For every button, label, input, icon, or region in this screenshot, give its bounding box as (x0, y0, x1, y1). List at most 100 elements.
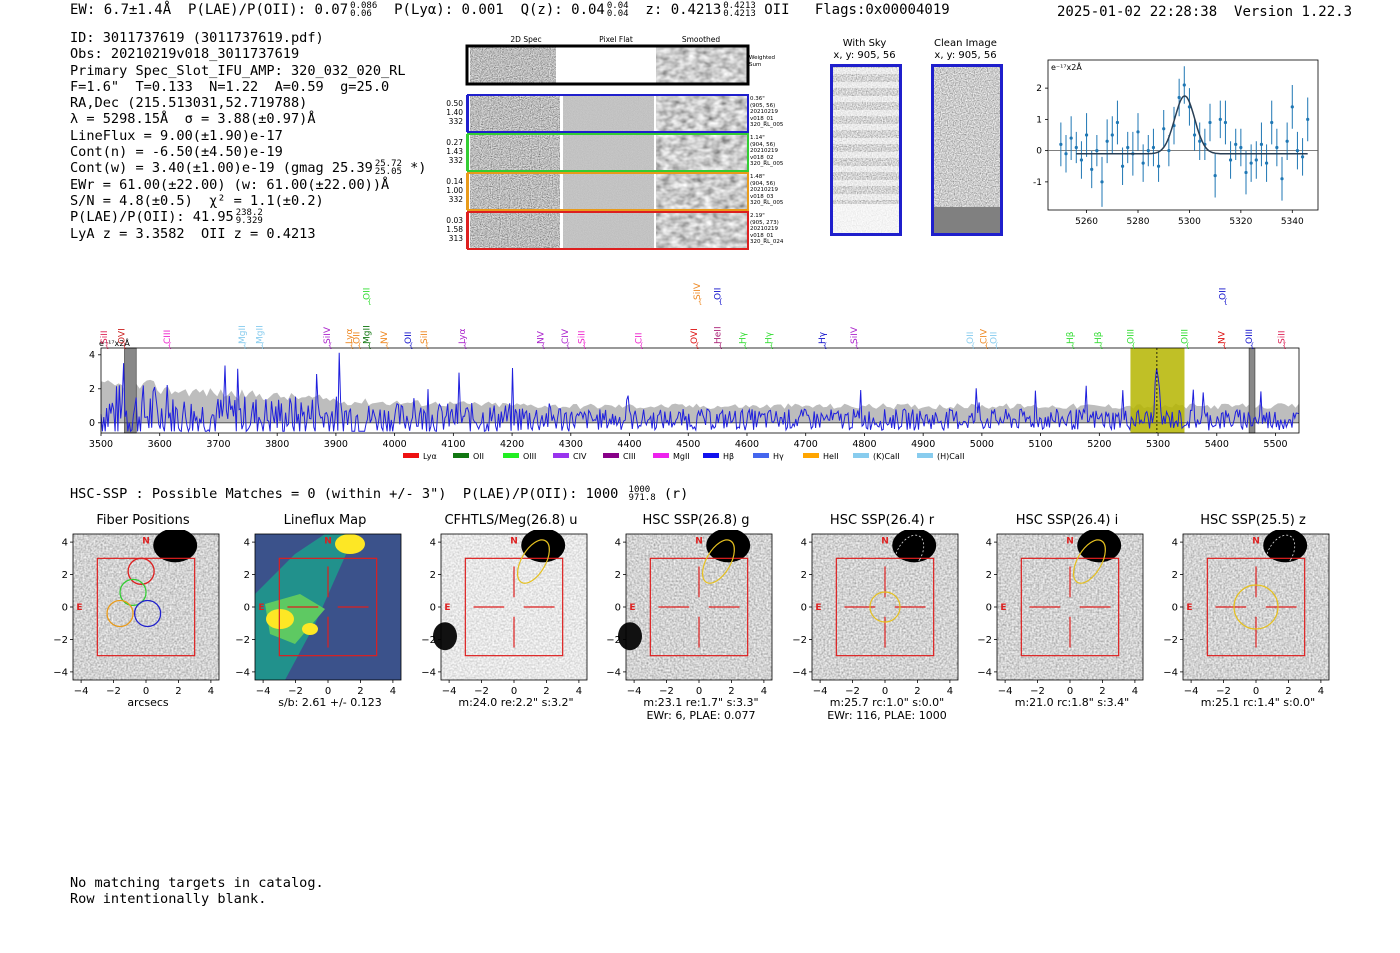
cutout-meta-line: v018_01 (750, 232, 774, 239)
line-mark-bracket: { (855, 342, 859, 350)
panel-x-tick-label: 4 (761, 686, 767, 697)
caption-line: arcsecs (127, 696, 169, 709)
fit-data-point (1259, 142, 1264, 146)
cutout-meta-line: 20210219 (750, 226, 778, 232)
qz-value: Q(z): 0.04 (520, 2, 605, 18)
search-box (649, 557, 749, 657)
cutout-row-meta: 0.36" (905, 56) 20210219 v018_01 320_RL_005 (750, 96, 783, 129)
spectrum-x-tick-label: 4900 (911, 439, 935, 450)
panel-y-tick-label: 0 (62, 603, 68, 614)
cutout-row-value: 1.43 (446, 147, 463, 156)
bright-source (521, 530, 566, 563)
info-plae: P(LAE)/P(OII): 41.95 238.2 9.329 (70, 208, 263, 227)
source-ellipse (516, 539, 550, 584)
catalog-ellipse (894, 534, 925, 573)
info-sn: S/N = 4.8(±0.5) χ² = 1.1(±0.2) (70, 192, 324, 209)
line-mark-bracket: { (541, 342, 545, 350)
fit-y-tick-label: 0 (1036, 147, 1042, 157)
legend-swatch (503, 453, 519, 458)
cutout-meta-line: 320_RL_024 (750, 239, 784, 245)
fit-x-tick-label: 5260 (1075, 217, 1098, 227)
sky-fiber-trace (832, 82, 900, 88)
line-mark-label: Hβ (1094, 331, 1104, 344)
cutout-row-marker (466, 95, 469, 132)
bright-source (892, 530, 937, 563)
fit-data-point (1095, 149, 1099, 153)
line-mark-bracket: { (639, 342, 643, 350)
search-box (464, 557, 564, 657)
lineflux-peak (302, 623, 318, 635)
line-mark-label: SiIV (323, 326, 333, 344)
fit-data-point (1249, 161, 1253, 165)
fiber-circle (106, 599, 134, 628)
search-box (1206, 557, 1306, 657)
withsky-image (830, 64, 902, 236)
spectrum-unit-label: e⁻¹⁷x2Å (99, 337, 130, 348)
edge-source (433, 622, 457, 651)
fit-data-point (1275, 145, 1279, 150)
line-mark-label: OII (362, 288, 372, 300)
compass-east: E (815, 603, 821, 613)
image-panel: HSC SSP(26.4) i N E −4 −4 −2 −2 0 0 2 2 4 4 m:21.0 rc… (967, 508, 1177, 723)
spectrum-x-tick-label: 4200 (500, 439, 524, 450)
line-mark-label: Hγ (738, 331, 748, 344)
line-mark-bracket: { (1282, 342, 1286, 350)
panel-x-tick-label: −4 (442, 686, 457, 697)
info-primary: Primary Spec_Slot_IFU_AMP: 320_032_020_R… (70, 62, 406, 79)
info-radec: RA,Dec (215.513031,52.719788) (70, 95, 308, 112)
line-mark-label: SiII (420, 330, 430, 344)
legend-swatch (753, 453, 769, 458)
line-mark-label: SiII (1277, 330, 1287, 344)
legend-swatch (703, 453, 719, 458)
line-mark-label: OII (966, 332, 976, 344)
emission-line-band (1130, 348, 1185, 433)
fit-unit-label: e⁻¹⁷x2Å (1051, 61, 1082, 72)
cutout-header-smoothed: Smoothed (681, 35, 721, 44)
fit-x-tick-label: 5280 (1127, 217, 1150, 227)
sky-fiber-trace (832, 180, 900, 186)
fit-data-point (1074, 145, 1078, 150)
legend-label: OIII (523, 452, 536, 461)
cutout-row (466, 172, 749, 211)
compass-north: N (142, 537, 150, 547)
info-fwhm: F=1.6" T=0.133 N=1.22 A=0.59 g=25.0 (70, 78, 390, 95)
line-mark-label: OII (1219, 288, 1229, 300)
image-panel-svg: N E −4 −4 −2 −2 0 0 2 2 4 4 (977, 530, 1144, 697)
panel-x-tick-label: −2 (288, 686, 303, 697)
fit-data-point (1290, 105, 1294, 109)
cutout-meta-line: 320_RL_005 (750, 122, 784, 128)
image-noise (626, 534, 772, 680)
line-mark-bracket: { (1071, 342, 1075, 350)
cutout-meta-line: v018_03 (750, 193, 774, 200)
image-panel-svg: N E −4 −4 −2 −2 0 0 2 2 4 4 (53, 530, 220, 697)
cutout-meta-line: 20210219 (750, 109, 778, 115)
panel-x-tick-label: −2 (1030, 686, 1045, 697)
edge-source (618, 622, 642, 651)
cutout-row-value: 332 (448, 195, 463, 204)
info-id: ID: 3011737619 (3011737619.pdf) (70, 30, 324, 46)
cutout-meta-line: 2.19" (750, 213, 765, 219)
panel-y-tick-label: 4 (244, 538, 250, 549)
source-ellipse (701, 539, 735, 584)
panel-x-tick-label: 4 (576, 686, 582, 697)
cutout-meta-line: 1.48" (750, 174, 765, 180)
line-mark-label: OII (990, 332, 1000, 344)
line-mark-label: SiIV (850, 326, 860, 344)
panel-y-tick-label: 0 (430, 603, 436, 614)
compass-east: E (1000, 603, 1006, 613)
cutout-meta-line: 320_RL_005 (750, 161, 784, 167)
panel-x-tick-label: 2 (357, 686, 363, 697)
panel-y-tick-label: 4 (801, 538, 807, 549)
line-mark-label: CIV (561, 328, 571, 344)
cutout-pixelflat (563, 212, 654, 249)
image-panel-caption: m:24.0 re:2.2" s:3.2" (411, 696, 621, 709)
image-panel-caption: m:25.7 rc:1.0" s:0.0" EWr: 116, PLAE: 100… (782, 696, 992, 722)
catalog-footer: No matching targets in catalog. Row inten… (70, 875, 324, 907)
line-mark-label: NV (536, 330, 546, 344)
info-contn: Cont(n) = -6.50(±4.50)e-19 (70, 144, 283, 161)
line-mark-bracket: { (1250, 342, 1254, 350)
image-panel: Lineflux Map N E −4 −4 −2 −2 0 0 2 2 4 4 s/b: 2.61 +/… (225, 508, 435, 723)
legend-label: Hγ (773, 452, 784, 461)
masked-region (124, 347, 137, 434)
panel-y-tick-label: 2 (62, 570, 68, 581)
